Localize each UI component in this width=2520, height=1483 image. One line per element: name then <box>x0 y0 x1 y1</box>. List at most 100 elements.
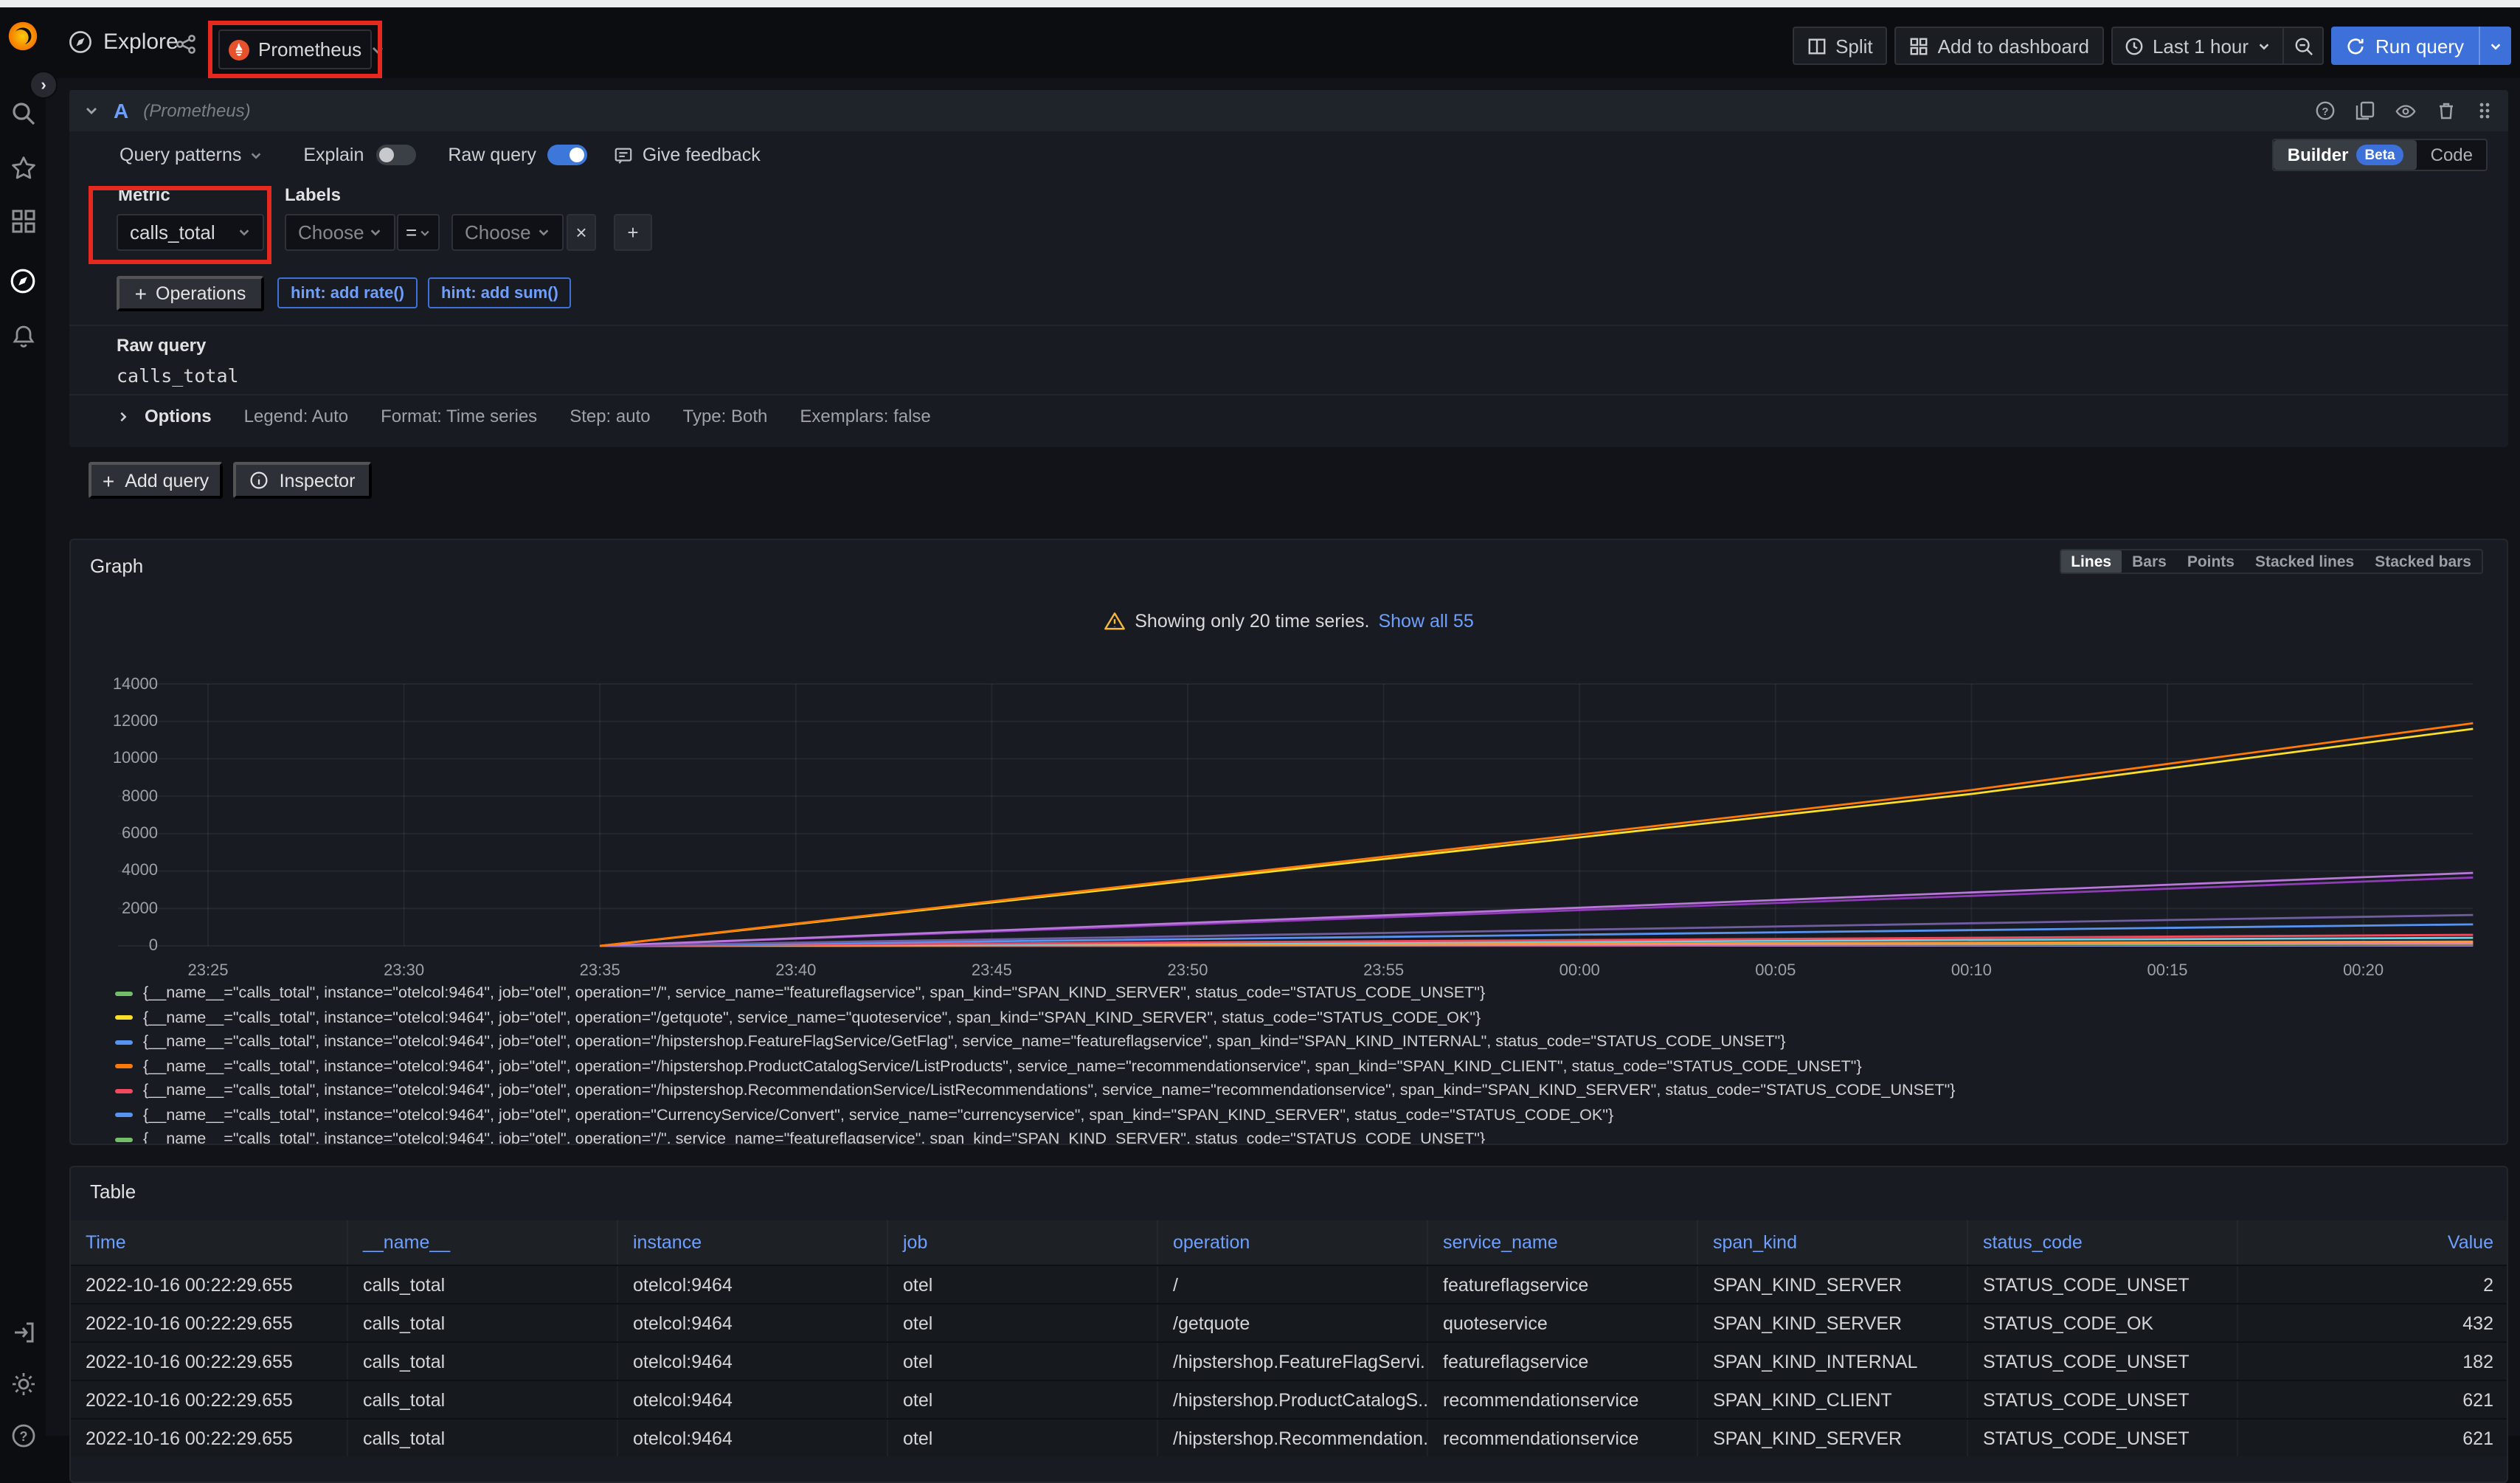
table-header-span-kind[interactable]: span_kind <box>1698 1220 1968 1265</box>
legend-series-label: {__name__="calls_total", instance="otelc… <box>143 1058 1862 1076</box>
label-name-select[interactable]: Choose <box>285 214 395 251</box>
x-axis-tick: 23:40 <box>752 962 840 980</box>
query-help-icon[interactable]: ? <box>2315 100 2336 121</box>
search-icon[interactable] <box>9 99 37 127</box>
y-axis-tick: 6000 <box>69 825 158 843</box>
show-all-series-link[interactable]: Show all 55 <box>1378 611 1473 632</box>
table-cell: 2 <box>2238 1266 2508 1303</box>
table-panel-title: Table <box>90 1180 136 1203</box>
table-header-operation[interactable]: operation <box>1158 1220 1428 1265</box>
table-header-time[interactable]: Time <box>71 1220 348 1265</box>
table-cell: / <box>1158 1266 1428 1303</box>
x-axis-tick: 23:35 <box>555 962 644 980</box>
legend-item[interactable]: {__name__="calls_total", instance="otelc… <box>115 1103 2490 1127</box>
starred-icon[interactable] <box>9 153 37 182</box>
query-hint-button[interactable]: hint: add rate() <box>277 277 418 308</box>
give-feedback-link[interactable]: Give feedback <box>615 145 761 165</box>
table-cell: /hipstershop.FeatureFlagServi... <box>1158 1343 1428 1380</box>
table-cell: 182 <box>2238 1343 2508 1380</box>
raw-query-toggle[interactable] <box>548 145 588 165</box>
remove-label-filter-button[interactable]: × <box>567 214 596 251</box>
legend-item[interactable]: {__name__="calls_total", instance="otelc… <box>115 1127 2490 1145</box>
table-header-instance[interactable]: instance <box>618 1220 888 1265</box>
code-mode-tab[interactable]: Code <box>2417 140 2486 170</box>
collapse-chevron-icon[interactable] <box>84 103 99 118</box>
split-button[interactable]: Split <box>1793 27 1888 65</box>
add-to-dashboard-button[interactable]: Add to dashboard <box>1895 27 2104 65</box>
table-cell: /hipstershop.ProductCatalogS... <box>1158 1381 1428 1418</box>
dashboards-icon[interactable] <box>9 207 37 235</box>
remove-query-trash-icon[interactable] <box>2436 100 2457 121</box>
warning-triangle-icon <box>1104 611 1126 632</box>
explain-label: Explain <box>303 145 364 165</box>
add-operations-button[interactable]: +Operations <box>117 276 264 311</box>
explore-nav-icon[interactable] <box>9 267 37 295</box>
x-axis-tick: 00:05 <box>1731 962 1820 980</box>
share-icon[interactable] <box>176 34 196 55</box>
zoom-out-time-button[interactable] <box>2282 28 2322 63</box>
graph-mode-bars[interactable]: Bars <box>2122 550 2177 573</box>
graph-mode-points[interactable]: Points <box>2177 550 2245 573</box>
table-cell: recommendationservice <box>1428 1381 1698 1418</box>
y-axis-tick: 0 <box>69 937 158 955</box>
option-summary-item: Type: Both <box>683 406 768 426</box>
settings-gear-icon[interactable] <box>9 1369 37 1397</box>
datasource-picker[interactable]: Prometheus <box>218 30 372 69</box>
graph-style-switcher: LinesBarsPointsStacked linesStacked bars <box>2059 549 2483 574</box>
legend-item[interactable]: {__name__="calls_total", instance="otelc… <box>115 981 2490 1006</box>
drag-handle-icon[interactable] <box>2476 100 2493 121</box>
sidebar-expand-button[interactable]: › <box>30 71 58 99</box>
hide-response-eye-icon[interactable] <box>2395 100 2417 122</box>
time-range-label: Last 1 hour <box>2153 35 2249 57</box>
legend-series-label: {__name__="calls_total", instance="otelc… <box>143 1082 1956 1100</box>
label-operator-select[interactable]: = <box>397 214 440 251</box>
help-icon[interactable]: ? <box>9 1421 37 1449</box>
query-options-row[interactable]: Options Legend: AutoFormat: Time seriesS… <box>117 406 963 426</box>
duplicate-query-icon[interactable] <box>2355 100 2375 121</box>
explore-compass-icon <box>68 30 93 55</box>
query-row-header[interactable]: A (Prometheus) ? <box>69 90 2508 131</box>
query-patterns-dropdown[interactable]: Query patterns <box>120 145 262 165</box>
legend-item[interactable]: {__name__="calls_total", instance="otelc… <box>115 1079 2490 1103</box>
table-cell: 2022-10-16 00:22:29.655 <box>71 1343 348 1380</box>
table-header-job[interactable]: job <box>888 1220 1158 1265</box>
x-axis-tick: 00:10 <box>1927 962 2015 980</box>
explore-title: Explore <box>68 30 179 55</box>
time-series-chart[interactable]: 1400012000100008000600040002000023:2523:… <box>118 673 2479 953</box>
inspector-button[interactable]: Inspector <box>233 462 372 499</box>
label-value-select[interactable]: Choose <box>451 214 564 251</box>
table-header-status-code[interactable]: status_code <box>1968 1220 2238 1265</box>
time-range-button[interactable]: Last 1 hour <box>2113 28 2282 63</box>
legend-series-label: {__name__="calls_total", instance="otelc… <box>143 1131 1485 1146</box>
table-header---name--[interactable]: __name__ <box>348 1220 618 1265</box>
builder-mode-tab[interactable]: Builder Beta <box>2274 140 2417 170</box>
table-cell: quoteservice <box>1428 1304 1698 1341</box>
legend-item[interactable]: {__name__="calls_total", instance="otelc… <box>115 1054 2490 1079</box>
add-label-filter-button[interactable]: + <box>614 214 652 251</box>
legend-item[interactable]: {__name__="calls_total", instance="otelc… <box>115 1006 2490 1030</box>
graph-legend: {__name__="calls_total", instance="otelc… <box>115 981 2490 1145</box>
graph-mode-lines[interactable]: Lines <box>2060 550 2122 573</box>
run-query-split-button: Run query <box>2331 27 2511 65</box>
table-cell: calls_total <box>348 1304 618 1341</box>
chevron-down-icon <box>370 42 385 57</box>
query-hint-button[interactable]: hint: add sum() <box>428 277 572 308</box>
run-query-button[interactable]: Run query <box>2331 35 2479 57</box>
table-cell: calls_total <box>348 1343 618 1380</box>
run-query-dropdown-caret[interactable] <box>2479 27 2511 65</box>
table-header-service-name[interactable]: service_name <box>1428 1220 1698 1265</box>
grafana-logo[interactable] <box>6 19 40 53</box>
sign-in-icon[interactable] <box>9 1318 37 1346</box>
svg-text:?: ? <box>19 1428 27 1443</box>
add-query-button[interactable]: +Add query <box>89 462 223 499</box>
explain-toggle[interactable] <box>375 145 415 165</box>
graph-mode-stacked-lines[interactable]: Stacked lines <box>2245 550 2364 573</box>
table-cell: STATUS_CODE_UNSET <box>1968 1381 2238 1418</box>
x-axis-tick: 23:30 <box>360 962 449 980</box>
legend-item[interactable]: {__name__="calls_total", instance="otelc… <box>115 1030 2490 1054</box>
graph-mode-stacked-bars[interactable]: Stacked bars <box>2364 550 2482 573</box>
table-header-value[interactable]: Value <box>2238 1220 2508 1265</box>
alerting-bell-icon[interactable] <box>9 322 37 350</box>
metric-select[interactable]: calls_total <box>117 214 264 251</box>
top-nav: Explore Prometheus <box>46 7 2520 78</box>
